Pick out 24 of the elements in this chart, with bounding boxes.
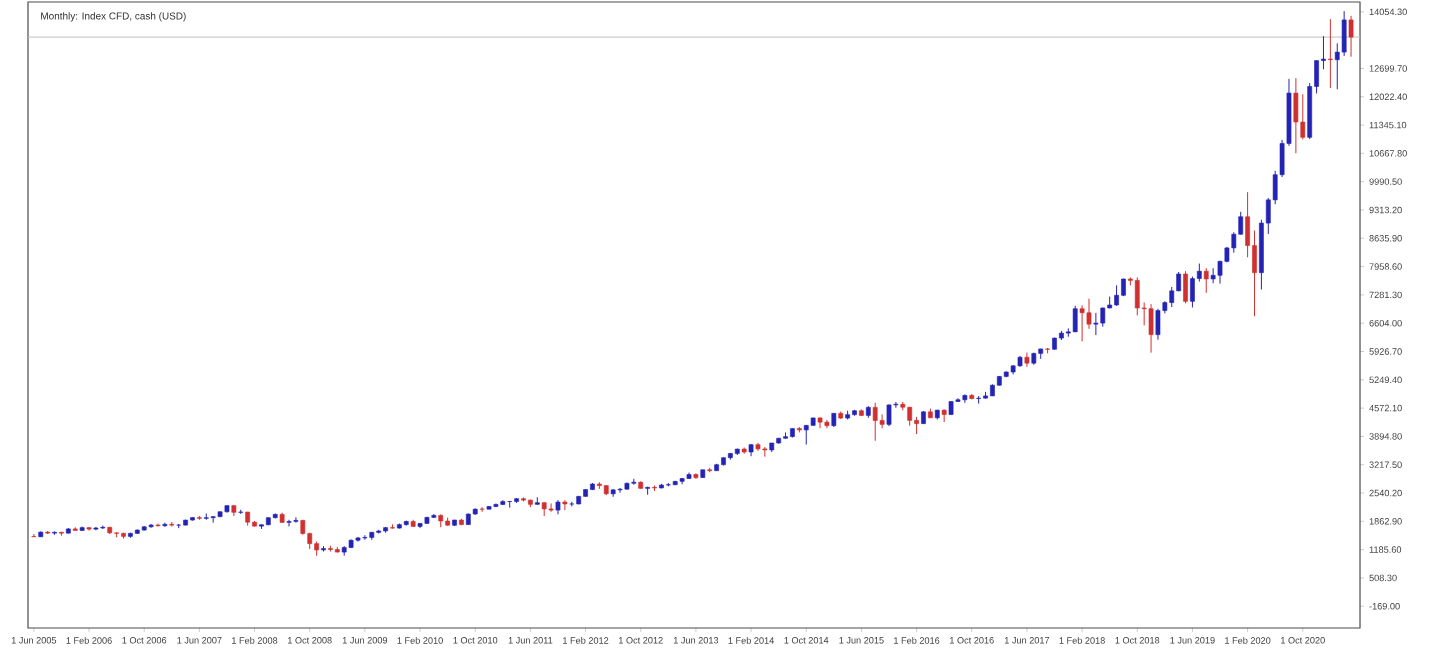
candlestick — [1327, 18, 1333, 89]
candlestick — [1148, 303, 1154, 354]
candlestick — [872, 402, 878, 442]
candlestick — [1210, 267, 1216, 284]
candlestick — [1114, 284, 1119, 307]
candlestick — [976, 395, 982, 405]
candlestick — [1100, 306, 1106, 328]
candlestick — [817, 416, 823, 429]
candlestick — [1183, 270, 1188, 304]
candlestick — [1024, 352, 1030, 368]
candlestick — [1079, 304, 1085, 342]
candlestick — [1190, 276, 1195, 308]
candlestick — [1348, 15, 1354, 58]
candlestick — [162, 522, 168, 528]
candlestick — [762, 446, 768, 458]
candlestick — [962, 393, 968, 404]
candlestick — [1072, 305, 1078, 333]
candlestick — [1093, 312, 1099, 336]
candlestick — [1293, 77, 1299, 154]
candlestick — [562, 499, 568, 511]
candlestick — [886, 403, 892, 427]
candlestick — [1134, 276, 1140, 316]
candlestick — [1203, 267, 1209, 294]
candlestick — [1155, 308, 1161, 341]
